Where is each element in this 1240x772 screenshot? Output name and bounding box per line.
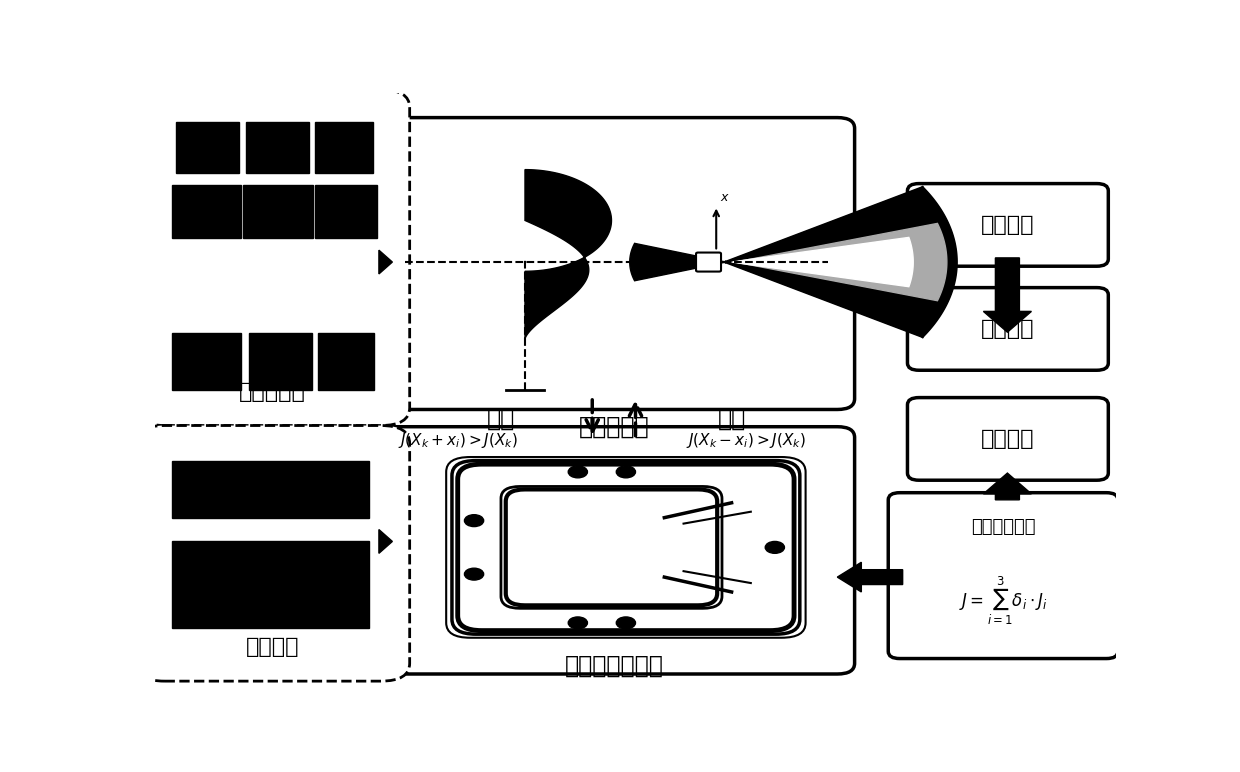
FancyBboxPatch shape (908, 398, 1109, 480)
Text: $J(X_k - x_i) > J(X_k)$: $J(X_k - x_i) > J(X_k)$ (686, 431, 806, 450)
Text: $J = \sum_{i=1}^{3} \delta_i \cdot J_i$: $J = \sum_{i=1}^{3} \delta_i \cdot J_i$ (959, 575, 1048, 628)
Bar (319, 334, 374, 390)
FancyBboxPatch shape (458, 464, 794, 631)
Bar (315, 123, 373, 173)
FancyBboxPatch shape (136, 425, 409, 681)
Bar (176, 123, 238, 173)
FancyArrow shape (379, 250, 392, 274)
Bar (172, 541, 370, 628)
Circle shape (465, 515, 484, 527)
Polygon shape (725, 188, 956, 337)
FancyArrow shape (379, 530, 392, 554)
Circle shape (765, 541, 785, 554)
Bar (247, 123, 309, 173)
Polygon shape (630, 243, 725, 281)
FancyArrow shape (983, 473, 1032, 499)
FancyBboxPatch shape (136, 90, 409, 425)
Text: 全局搜索: 全局搜索 (981, 215, 1034, 235)
Text: 综合评价模型: 综合评价模型 (971, 518, 1035, 536)
FancyBboxPatch shape (908, 288, 1109, 371)
Text: 传感器建模: 传感器建模 (579, 415, 650, 438)
FancyBboxPatch shape (908, 184, 1109, 266)
Text: $y$: $y$ (822, 255, 832, 269)
Polygon shape (735, 223, 947, 301)
Text: 环境传感器: 环境传感器 (239, 381, 306, 401)
FancyBboxPatch shape (373, 427, 854, 674)
Polygon shape (525, 170, 611, 340)
Circle shape (465, 568, 484, 580)
Bar (172, 185, 242, 239)
Circle shape (568, 617, 588, 629)
Text: $x$: $x$ (720, 191, 730, 204)
Bar (243, 185, 312, 239)
Circle shape (568, 466, 588, 478)
Bar (172, 461, 370, 518)
Text: 选入: 选入 (487, 406, 515, 431)
FancyArrow shape (983, 258, 1032, 332)
Bar (249, 334, 311, 390)
Circle shape (616, 466, 635, 478)
Text: 剪除: 剪除 (718, 406, 745, 431)
FancyArrow shape (837, 562, 903, 592)
Text: 传感器配置方案: 传感器配置方案 (565, 654, 663, 678)
Bar (315, 185, 377, 239)
Text: $J(X_k + x_i) > J(X_k)$: $J(X_k + x_i) > J(X_k)$ (398, 431, 517, 450)
Bar (172, 334, 242, 390)
FancyBboxPatch shape (696, 252, 720, 272)
Circle shape (616, 617, 635, 629)
Text: 典型场景: 典型场景 (246, 638, 300, 658)
Polygon shape (730, 238, 913, 286)
Text: 寻优算法: 寻优算法 (981, 319, 1034, 339)
Text: 筛选准则: 筛选准则 (981, 429, 1034, 449)
FancyBboxPatch shape (888, 493, 1118, 659)
FancyBboxPatch shape (373, 117, 854, 409)
